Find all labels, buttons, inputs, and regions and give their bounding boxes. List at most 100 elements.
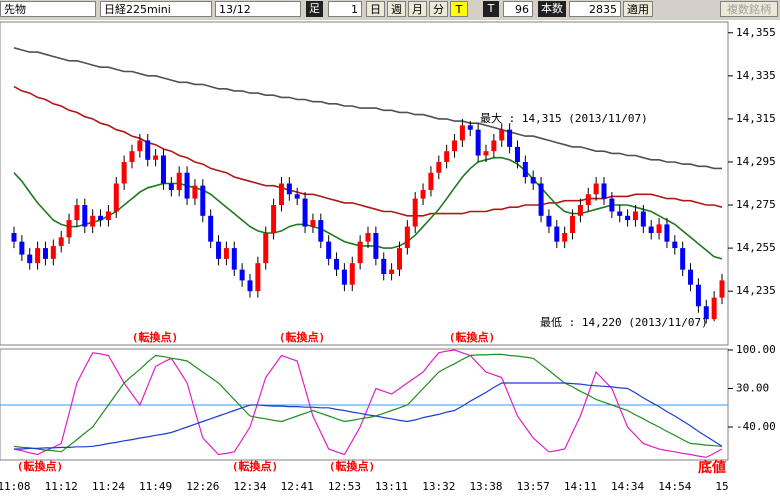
candle-body [428, 172, 434, 190]
candle-body [184, 172, 190, 199]
candle-body [176, 172, 182, 190]
candle-body [404, 226, 410, 249]
tick-button[interactable]: T [450, 1, 468, 17]
candle-body [459, 125, 465, 141]
tick-label: T [483, 1, 499, 17]
minute-button[interactable]: 分 [429, 1, 448, 17]
x-tick-label: 12:34 [233, 480, 266, 493]
candle-body [491, 140, 497, 152]
x-tick-label: 14:11 [564, 480, 597, 493]
annotation: 底値 [698, 459, 726, 476]
candle-body [522, 161, 528, 178]
x-tick-label: 14:54 [658, 480, 691, 493]
candle-body [66, 220, 72, 238]
candle-body [326, 241, 332, 259]
bar-label: 足 [306, 1, 323, 17]
candle-body [19, 241, 25, 255]
candle-body [231, 248, 237, 270]
chart: 14,235 14,255 14,275 14,295 14,315 14,335 14,3… [0, 21, 776, 493]
candle-body [514, 146, 520, 162]
candle-body [278, 183, 284, 206]
y-tick-label: 14,255 [736, 241, 776, 254]
candle-body [499, 129, 505, 141]
candle-body [357, 241, 363, 264]
candle-body [365, 233, 371, 242]
x-tick-label: 11:24 [92, 480, 125, 493]
candle-body [168, 183, 174, 190]
candle-body [593, 183, 599, 195]
candle-body [467, 125, 473, 130]
toolbar: 先物 日経225mini 13/12 足 1 日 週 月 分 T T 96 本数… [0, 0, 780, 20]
candle-body [42, 248, 48, 259]
candle-body [153, 155, 159, 160]
day-button[interactable]: 日 [366, 1, 385, 17]
contract-select[interactable]: 13/12 [215, 1, 301, 17]
candle-body [98, 215, 104, 221]
y-tick-label: 30.00 [736, 382, 769, 395]
candle-body [711, 297, 717, 320]
candle-body [719, 280, 725, 298]
candle-body [373, 233, 379, 259]
candle-body [554, 226, 560, 242]
candle-body [444, 151, 450, 162]
week-button[interactable]: 週 [387, 1, 406, 17]
count-input[interactable]: 2835 [569, 1, 621, 17]
candle-body [121, 161, 127, 184]
market-select[interactable]: 先物 [0, 1, 96, 17]
candle-body [302, 198, 308, 227]
candle-body [192, 185, 198, 199]
annotation: 最低 : 14,220 (2013/11/07) [540, 316, 708, 329]
tick-count-input[interactable]: 96 [503, 1, 533, 17]
candle-body [113, 183, 119, 212]
candle-body [294, 194, 300, 199]
candle-body [82, 205, 88, 227]
candle-body [105, 211, 111, 221]
candle-body [35, 248, 41, 264]
candle-body [625, 215, 631, 221]
x-tick-label: 12:41 [281, 480, 314, 493]
price-panel [0, 21, 729, 346]
candle-body [247, 280, 253, 292]
x-tick-label: 15 [715, 480, 728, 493]
candle-body [334, 258, 340, 270]
x-tick-label: 14:34 [611, 480, 644, 493]
line-series [14, 382, 723, 450]
candle-body [74, 205, 80, 221]
candle-body [640, 211, 646, 227]
candle-body [436, 161, 442, 173]
candle-body [672, 241, 678, 249]
candle-body [562, 233, 568, 242]
annotation: (転換点) [17, 459, 63, 473]
month-button[interactable]: 月 [408, 1, 427, 17]
candle-body [420, 189, 426, 199]
y-tick-label: 14,235 [736, 284, 776, 297]
x-tick-label: 11:49 [139, 480, 172, 493]
candle-body [570, 215, 576, 234]
annotation: 最大 : 14,315 (2013/11/07) [480, 111, 648, 125]
candle-body [58, 237, 64, 246]
candle-body [412, 198, 418, 227]
candle-body [656, 224, 662, 234]
line-series [13, 47, 722, 170]
apply-button[interactable]: 適用 [623, 1, 653, 17]
candle-body [530, 177, 536, 184]
candle-body [632, 211, 638, 221]
multi-button[interactable]: 複数銘柄 [720, 1, 778, 17]
candle-body [546, 215, 552, 227]
symbol-select[interactable]: 日経225mini [100, 1, 212, 17]
candle-body [263, 233, 269, 264]
candle-body [129, 151, 135, 162]
candle-body [648, 226, 654, 234]
annotation: (転換点) [232, 459, 278, 473]
candle-body [223, 248, 229, 259]
candle-body [688, 269, 694, 285]
x-tick-label: 13:11 [375, 480, 408, 493]
y-tick-label: 14,355 [736, 26, 776, 39]
x-tick-label: 13:32 [422, 480, 455, 493]
candle-body [680, 248, 686, 270]
candle-body [396, 248, 402, 270]
candle-body [585, 194, 591, 206]
bar-size-input[interactable]: 1 [328, 1, 362, 17]
x-tick-label: 12:26 [186, 480, 219, 493]
